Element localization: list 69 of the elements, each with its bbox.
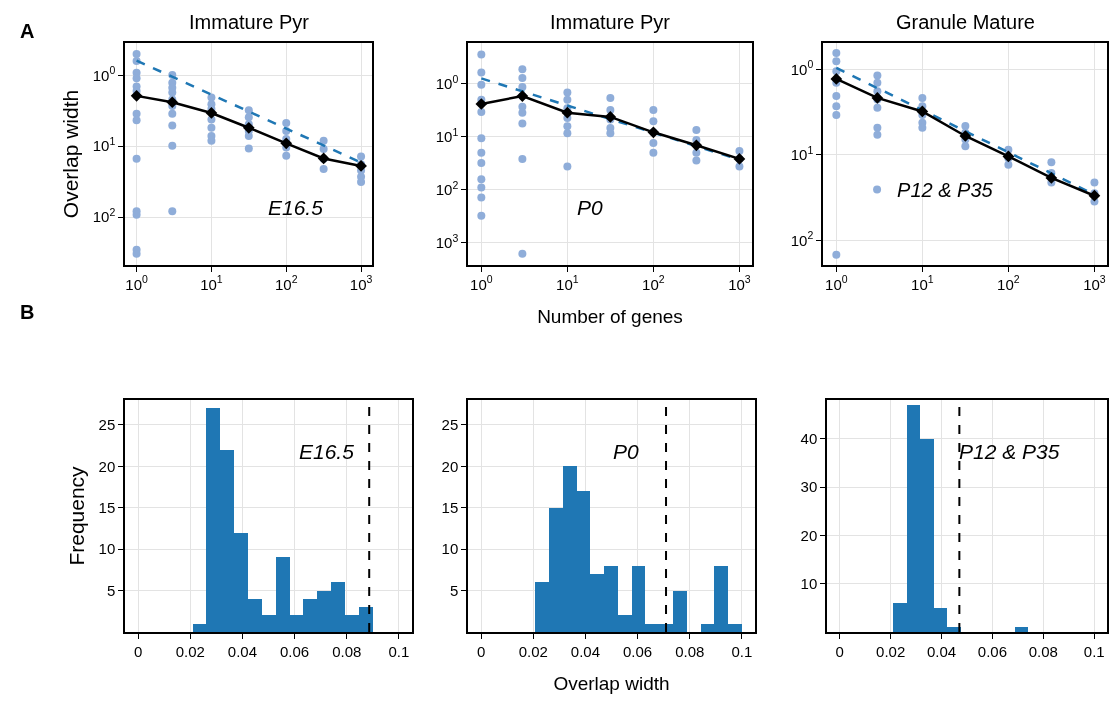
y-tick-label: 20 — [98, 457, 116, 475]
x-tick-label: 0.02 — [876, 642, 906, 660]
x-tick-label: 0 — [133, 642, 143, 660]
annotation: E16.5 — [299, 440, 355, 463]
y-tick-label: 10$^{1}$ — [790, 143, 814, 164]
y-tick-label: 10$^{0}$ — [790, 58, 814, 78]
x-tick-label: 0.1 — [388, 642, 410, 660]
x-tick-label: 0.04 — [570, 642, 601, 660]
x-tick-label: 10$^{1}$ — [911, 273, 934, 293]
y-tick-label: 25 — [98, 416, 116, 434]
x-tick-label: 0.06 — [279, 642, 310, 660]
y-tick-label: 25 — [441, 416, 459, 434]
text: B — [20, 301, 35, 323]
y-tick-label: 10 — [800, 574, 818, 592]
y-tick-label: 10$^{3}$ — [435, 231, 459, 252]
x-tick-label: 10$^{2}$ — [642, 273, 665, 293]
y-tick-label: 10 — [441, 540, 459, 558]
x-tick-label: 10$^{0}$ — [125, 273, 149, 293]
x-tick-label: 0.04 — [227, 642, 258, 660]
x-axis-title: Overlap width — [553, 673, 670, 695]
chart-title: Immature Pyr — [550, 11, 671, 33]
y-tick-label: 10$^{0}$ — [435, 72, 459, 93]
x-tick-label: 10$^{0}$ — [825, 273, 848, 293]
y-tick-label: 40 — [800, 429, 818, 447]
y-tick-label: 30 — [800, 478, 818, 496]
annotation: E16.5 — [268, 196, 324, 219]
y-tick-label: 20 — [800, 526, 818, 544]
y-tick-label: 10 — [98, 540, 116, 558]
y-tick-label: 10$^{2}$ — [92, 205, 116, 226]
y-tick-label: 5 — [449, 581, 459, 599]
x-tick-label: 0.1 — [1083, 642, 1105, 660]
annotation: P0 — [613, 440, 640, 463]
x-tick-label: 0.06 — [977, 642, 1008, 660]
y-tick-label: 20 — [441, 457, 459, 475]
legend-label: P12 & P35 — [897, 179, 994, 202]
y-axis-title: Frequency — [65, 465, 89, 566]
x-axis-title: Number of genes — [537, 306, 683, 328]
y-axis-title: Overlap width — [59, 89, 83, 219]
y-tick-label: 10$^{1}$ — [92, 135, 116, 155]
x-tick-label: 10$^{1}$ — [556, 273, 579, 293]
x-tick-label: 0.08 — [332, 642, 362, 660]
y-tick-label: 10$^{0}$ — [92, 64, 116, 84]
y-tick-label: 10$^{2}$ — [435, 178, 459, 199]
y-tick-label: 5 — [106, 581, 116, 599]
x-tick-label: 10$^{3}$ — [728, 273, 751, 293]
x-tick-label: 0.08 — [675, 642, 705, 660]
chart-title: Granule Mature — [896, 11, 1035, 33]
x-tick-label: 0.1 — [731, 642, 753, 660]
x-tick-label: 0.04 — [926, 642, 957, 660]
x-tick-label: 10$^{3}$ — [349, 273, 373, 293]
y-tick-label: 15 — [98, 498, 116, 516]
x-tick-label: 10$^{2}$ — [997, 273, 1020, 293]
x-tick-label: 10$^{1}$ — [200, 273, 223, 293]
y-tick-label: 15 — [441, 498, 459, 516]
x-tick-label: 0.08 — [1028, 642, 1058, 660]
x-tick-label: 0 — [835, 642, 844, 660]
annotation: P12 & P35 — [959, 440, 1060, 463]
chart-title: Immature Pyr — [189, 11, 310, 33]
text: A — [20, 20, 35, 42]
x-tick-label: 0.06 — [622, 642, 653, 660]
x-tick-label: 10$^{3}$ — [1083, 273, 1106, 293]
x-tick-label: 10$^{0}$ — [470, 273, 493, 293]
y-tick-label: 10$^{1}$ — [435, 125, 459, 146]
x-tick-label: 0.02 — [175, 642, 205, 660]
annotation: P0 — [577, 196, 604, 219]
x-tick-label: 0 — [476, 642, 486, 660]
x-tick-label: 0.02 — [518, 642, 548, 660]
y-tick-label: 10$^{2}$ — [790, 229, 814, 249]
x-tick-label: 10$^{2}$ — [274, 273, 298, 293]
